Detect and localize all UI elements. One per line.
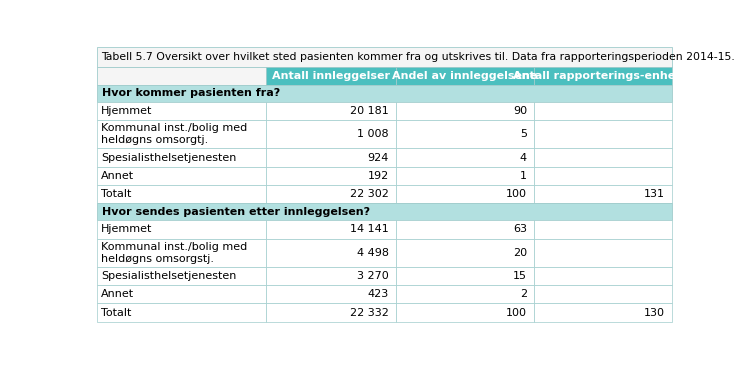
Bar — [266, 267, 396, 285]
Text: Spesialisthelsetjenesten: Spesialisthelsetjenesten — [101, 153, 236, 162]
Text: 100: 100 — [506, 189, 527, 199]
Bar — [97, 85, 672, 102]
Text: 20: 20 — [513, 248, 527, 258]
Bar — [534, 303, 672, 322]
Text: Hvor sendes pasienten etter innleggelsen?: Hvor sendes pasienten etter innleggelsen… — [101, 207, 370, 217]
Text: 22 302: 22 302 — [350, 189, 389, 199]
Bar — [396, 285, 534, 303]
Bar — [266, 149, 396, 167]
Bar — [266, 220, 396, 239]
Text: 15: 15 — [513, 271, 527, 281]
Bar — [97, 203, 672, 220]
Text: 3 270: 3 270 — [357, 271, 389, 281]
Bar — [266, 167, 396, 185]
Bar — [266, 120, 396, 149]
Bar — [534, 149, 672, 167]
Bar — [266, 239, 396, 267]
Text: Spesialisthelsetjenesten: Spesialisthelsetjenesten — [101, 271, 236, 281]
Text: Kommunal inst./bolig med
heldøgns omsorgstj.: Kommunal inst./bolig med heldøgns omsorg… — [101, 242, 248, 264]
Bar — [97, 67, 266, 85]
Text: 131: 131 — [644, 189, 665, 199]
Text: Antall rapporterings-enheter: Antall rapporterings-enheter — [513, 71, 693, 81]
Text: Andel av innleggelsene: Andel av innleggelsene — [392, 71, 538, 81]
Bar — [97, 47, 672, 67]
Bar — [534, 67, 672, 85]
Bar — [396, 239, 534, 267]
Bar — [534, 185, 672, 203]
Bar — [97, 167, 266, 185]
Text: 1: 1 — [520, 171, 527, 181]
Bar — [534, 285, 672, 303]
Bar — [534, 102, 672, 120]
Text: Tabell 5.7 Oversikt over hvilket sted pasienten kommer fra og utskrives til. Dat: Tabell 5.7 Oversikt over hvilket sted pa… — [101, 52, 735, 62]
Text: Annet: Annet — [101, 171, 134, 181]
Bar — [396, 167, 534, 185]
Text: 423: 423 — [368, 289, 389, 299]
Text: 1 008: 1 008 — [357, 129, 389, 139]
Bar — [97, 303, 266, 322]
Text: 2: 2 — [520, 289, 527, 299]
Bar — [396, 185, 534, 203]
Text: Totalt: Totalt — [101, 308, 131, 318]
Bar — [534, 267, 672, 285]
Bar — [266, 285, 396, 303]
Bar — [534, 120, 672, 149]
Text: Hvor kommer pasienten fra?: Hvor kommer pasienten fra? — [101, 88, 280, 99]
Text: 5: 5 — [520, 129, 527, 139]
Bar — [266, 102, 396, 120]
Text: 14 141: 14 141 — [350, 224, 389, 234]
Bar — [396, 149, 534, 167]
Bar — [97, 220, 266, 239]
Text: 924: 924 — [368, 153, 389, 162]
Text: Hjemmet: Hjemmet — [101, 106, 152, 116]
Bar — [396, 220, 534, 239]
Text: 4: 4 — [520, 153, 527, 162]
Bar — [97, 239, 266, 267]
Bar — [534, 239, 672, 267]
Bar — [97, 185, 266, 203]
Bar — [266, 303, 396, 322]
Text: 90: 90 — [513, 106, 527, 116]
Bar — [534, 167, 672, 185]
Bar — [97, 102, 266, 120]
Bar — [97, 267, 266, 285]
Text: 63: 63 — [513, 224, 527, 234]
Text: 22 332: 22 332 — [350, 308, 389, 318]
Text: 20 181: 20 181 — [350, 106, 389, 116]
Bar — [97, 120, 266, 149]
Bar — [396, 303, 534, 322]
Bar — [396, 267, 534, 285]
Text: Hjemmet: Hjemmet — [101, 224, 152, 234]
Bar — [266, 67, 396, 85]
Text: 192: 192 — [368, 171, 389, 181]
Text: Totalt: Totalt — [101, 189, 131, 199]
Bar — [396, 120, 534, 149]
Bar — [396, 102, 534, 120]
Text: Annet: Annet — [101, 289, 134, 299]
Bar — [97, 285, 266, 303]
Text: Kommunal inst./bolig med
heldøgns omsorgtj.: Kommunal inst./bolig med heldøgns omsorg… — [101, 123, 248, 145]
Bar — [396, 67, 534, 85]
Text: 100: 100 — [506, 308, 527, 318]
Bar — [534, 220, 672, 239]
Text: 130: 130 — [644, 308, 665, 318]
Bar — [266, 185, 396, 203]
Text: Antall innleggelser: Antall innleggelser — [272, 71, 390, 81]
Text: 4 498: 4 498 — [357, 248, 389, 258]
Bar — [97, 149, 266, 167]
